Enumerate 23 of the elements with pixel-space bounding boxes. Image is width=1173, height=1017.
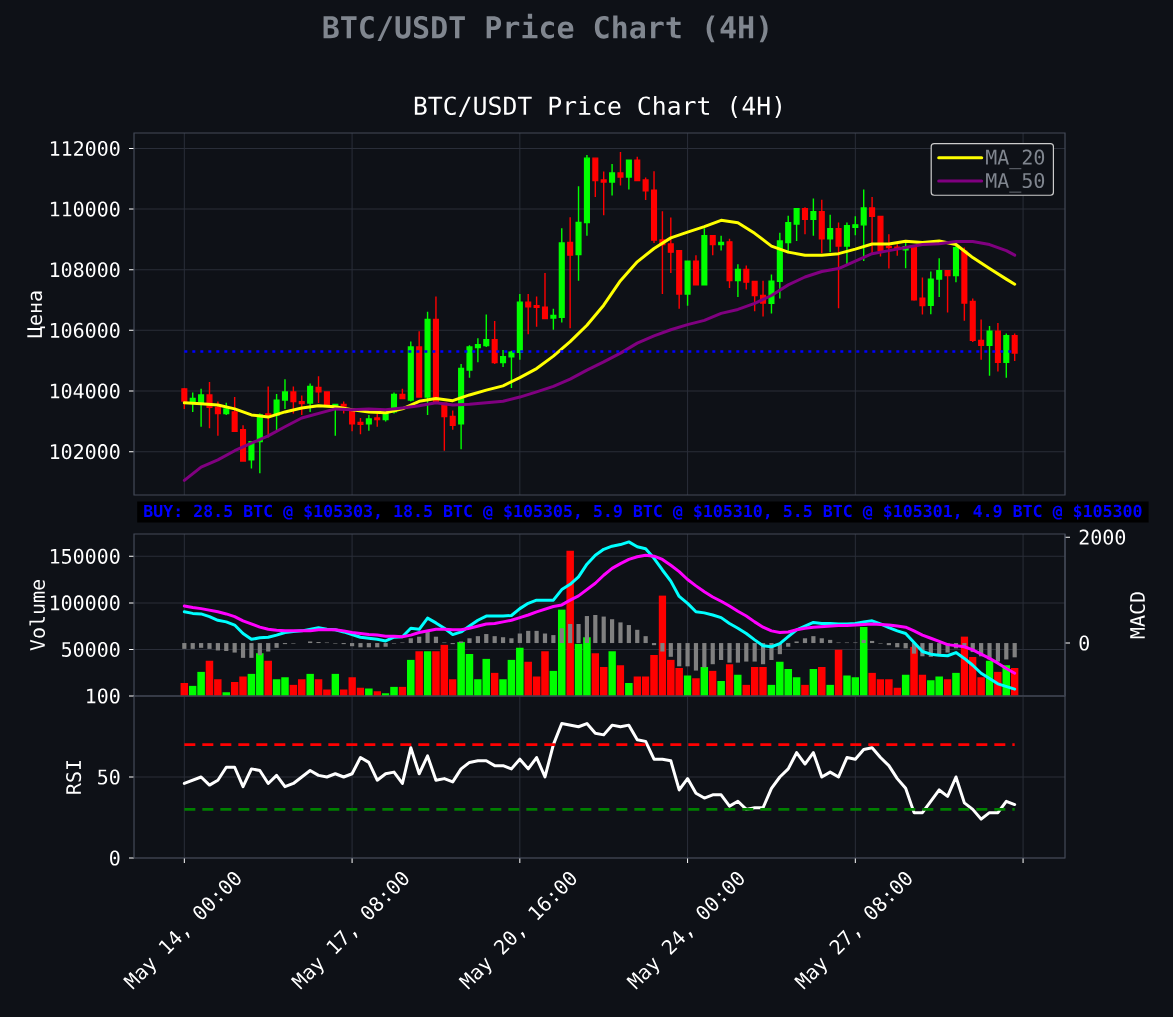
y-axis-title: RSI xyxy=(66,760,82,794)
y2-tick-label: 0 xyxy=(1079,635,1089,651)
chart-title: BTC/USDT Price Chart (4H) xyxy=(323,13,768,43)
y-tick-label: 150000 xyxy=(50,548,120,564)
y-tick-label: 0 xyxy=(110,850,120,866)
y-tick-label: 100 xyxy=(87,688,120,704)
y-tick-label: 102000 xyxy=(50,444,120,460)
y2-axis-title: MACD xyxy=(1129,592,1146,639)
legend-label: MA_50 xyxy=(986,172,1045,193)
y-tick-label: 50000 xyxy=(62,641,120,657)
y-tick-label: 100000 xyxy=(50,595,120,611)
y-tick-label: 108000 xyxy=(50,262,120,278)
y-axis-title: Volume xyxy=(29,580,46,651)
chart-subtitle: BTC/USDT Price Chart (4H) xyxy=(414,95,781,119)
y-tick-label: 104000 xyxy=(50,383,120,399)
y-tick-label: 50 xyxy=(98,769,120,785)
y-tick-label: 110000 xyxy=(50,201,120,217)
y-axis-title: Цена xyxy=(27,291,46,338)
legend-label: MA_20 xyxy=(986,149,1045,170)
y2-tick-label: 2000 xyxy=(1079,529,1126,545)
y-tick-label: 112000 xyxy=(50,140,120,157)
y-tick-label: 106000 xyxy=(50,322,120,338)
text: BUY: 28.5 BTC @ $105303, 18.5 BTC @ $105305, 5.9 BTC @ $105310, 5.5 BTC @ $105301, 4.9 BTC @ $105300 xyxy=(144,504,1142,520)
